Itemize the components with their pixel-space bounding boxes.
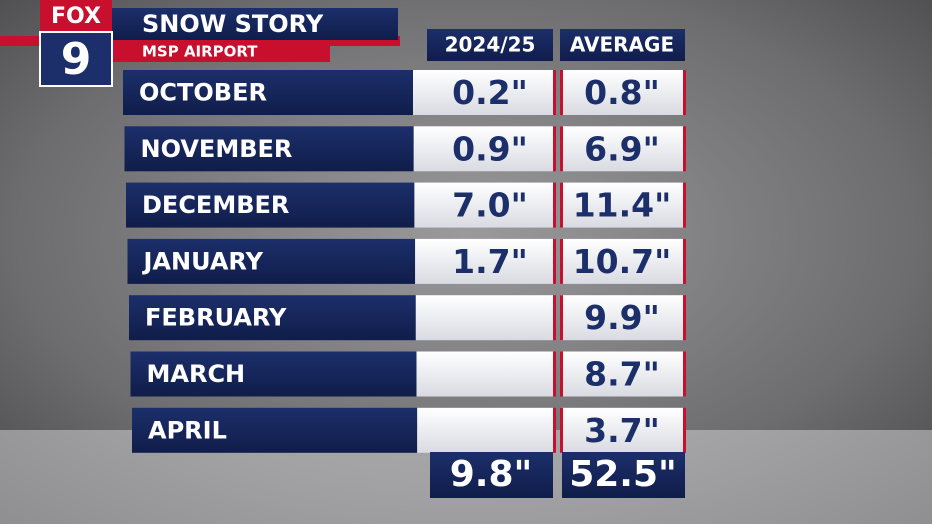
month-label: OCTOBER bbox=[139, 79, 267, 107]
logo-number: 9 bbox=[61, 34, 92, 85]
value-cell bbox=[413, 126, 553, 172]
cell-edge bbox=[683, 407, 686, 453]
column-header: 2024/25 bbox=[445, 33, 536, 57]
value-cell bbox=[560, 407, 683, 453]
current-value: 0.9" bbox=[452, 129, 528, 168]
cell-edge bbox=[553, 70, 556, 115]
logo-text: FOX bbox=[51, 4, 101, 29]
average-value: 6.9" bbox=[584, 129, 660, 168]
row-label-box bbox=[126, 182, 415, 228]
row-label-box bbox=[132, 407, 418, 453]
month-label: MARCH bbox=[147, 360, 246, 388]
value-cell bbox=[560, 351, 683, 397]
cell-edge bbox=[553, 351, 556, 397]
value-cell bbox=[414, 182, 553, 228]
cell-edge bbox=[553, 126, 556, 172]
row-label-box bbox=[130, 351, 417, 397]
value-cell bbox=[413, 70, 553, 115]
month-label: FEBRUARY bbox=[145, 304, 287, 332]
current-value: 1.7" bbox=[452, 242, 528, 281]
cell-edge bbox=[560, 182, 563, 228]
average-value: 9.9" bbox=[584, 298, 660, 337]
cell-edge bbox=[683, 351, 686, 397]
subtitle-bar bbox=[112, 40, 330, 62]
cell-edge bbox=[553, 295, 556, 341]
average-value: 0.8" bbox=[584, 73, 660, 112]
logo-bottom-box bbox=[39, 31, 113, 87]
cell-edge bbox=[560, 70, 563, 115]
cell-edge bbox=[683, 70, 686, 115]
cell-edge bbox=[560, 295, 563, 341]
cell-edge bbox=[553, 182, 556, 228]
value-cell bbox=[560, 70, 683, 115]
cell-edge bbox=[683, 182, 686, 228]
cell-edge bbox=[683, 295, 686, 341]
value-cell bbox=[560, 182, 683, 228]
logo-top-box bbox=[40, 0, 112, 32]
cell-edge bbox=[560, 407, 563, 453]
cell-edge bbox=[560, 351, 563, 397]
current-value: 0.2" bbox=[452, 73, 528, 112]
value-cell bbox=[560, 238, 683, 284]
title-bar bbox=[112, 8, 398, 40]
cell-edge bbox=[683, 238, 686, 284]
average-value: 10.7" bbox=[573, 242, 672, 281]
column-header-box bbox=[427, 29, 553, 61]
row-label-box bbox=[129, 295, 416, 341]
value-cell bbox=[415, 295, 553, 341]
total-box bbox=[562, 452, 685, 498]
row-label-box bbox=[124, 126, 414, 172]
cell-edge bbox=[683, 126, 686, 172]
value-cell bbox=[560, 295, 683, 341]
cell-edge bbox=[553, 407, 556, 453]
cell-edge bbox=[560, 126, 563, 172]
row-label-box bbox=[127, 238, 416, 284]
total-box bbox=[430, 452, 553, 498]
average-value: 8.7" bbox=[584, 355, 660, 394]
value-cell bbox=[416, 351, 553, 397]
title: SNOW STORY bbox=[142, 10, 324, 38]
current-value: 7.0" bbox=[452, 186, 528, 225]
column-header: AVERAGE bbox=[570, 33, 674, 57]
value-cell bbox=[415, 238, 553, 284]
value-cell bbox=[417, 407, 553, 453]
month-label: JANUARY bbox=[142, 247, 264, 275]
cell-edge bbox=[560, 238, 563, 284]
total-value: 52.5" bbox=[569, 454, 677, 495]
row-label-box bbox=[123, 70, 413, 115]
column-header-box bbox=[560, 29, 685, 61]
average-value: 11.4" bbox=[573, 186, 672, 225]
value-cell bbox=[560, 126, 683, 172]
average-value: 3.7" bbox=[584, 411, 660, 450]
subtitle: MSP AIRPORT bbox=[142, 43, 258, 61]
total-value: 9.8" bbox=[450, 454, 533, 495]
month-label: APRIL bbox=[148, 416, 227, 444]
month-label: NOVEMBER bbox=[141, 135, 293, 163]
cell-edge bbox=[553, 238, 556, 284]
month-label: DECEMBER bbox=[142, 191, 289, 219]
